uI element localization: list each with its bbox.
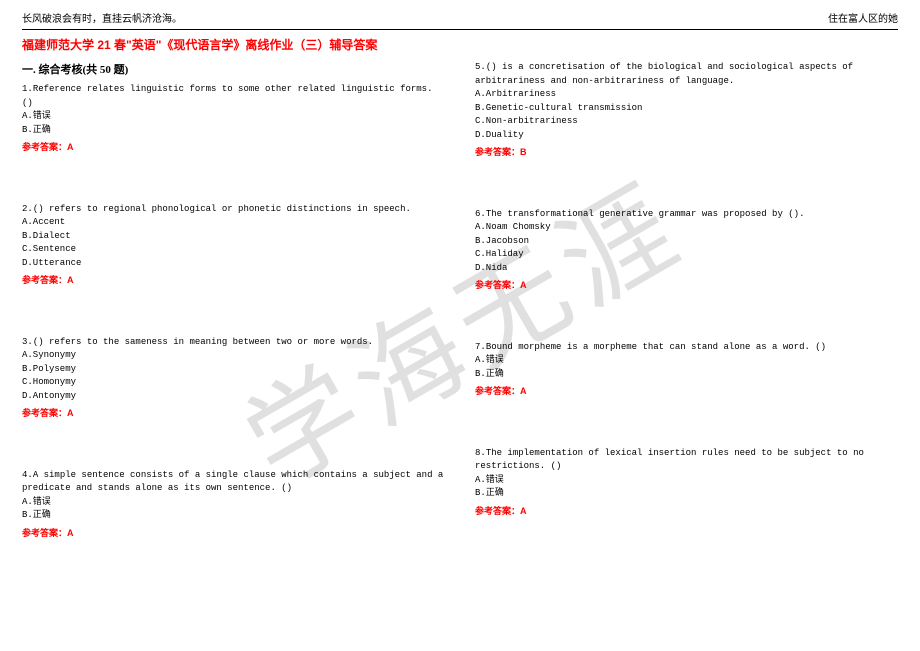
question-block: 3.() refers to the sameness in meaning b… bbox=[22, 336, 445, 421]
main-title: 福建师范大学 21 春"英语"《现代语言学》离线作业（三）辅导答案 bbox=[22, 36, 898, 53]
question-option: B.正确 bbox=[475, 368, 898, 382]
question-block: 1.Reference relates linguistic forms to … bbox=[22, 83, 445, 155]
page-content: 长风破浪会有时，直挂云帆济沧海。 住在富人区的她 福建师范大学 21 春"英语"… bbox=[0, 0, 920, 588]
answer-text: 参考答案：A bbox=[475, 279, 898, 293]
question-text: 7.Bound morpheme is a morpheme that can … bbox=[475, 341, 898, 355]
question-option: B.Jacobson bbox=[475, 235, 898, 249]
question-block: 6.The transformational generative gramma… bbox=[475, 208, 898, 293]
question-text: 6.The transformational generative gramma… bbox=[475, 208, 898, 222]
question-text: 1.Reference relates linguistic forms to … bbox=[22, 83, 445, 110]
question-block: 7.Bound morpheme is a morpheme that can … bbox=[475, 341, 898, 399]
question-option: B.Polysemy bbox=[22, 363, 445, 377]
question-block: 8.The implementation of lexical insertio… bbox=[475, 447, 898, 519]
question-option: D.Utterance bbox=[22, 257, 445, 271]
question-text: 2.() refers to regional phonological or … bbox=[22, 203, 445, 217]
answer-text: 参考答案：A bbox=[22, 527, 445, 541]
page-header: 长风破浪会有时，直挂云帆济沧海。 住在富人区的她 bbox=[22, 0, 898, 30]
question-option: B.Dialect bbox=[22, 230, 445, 244]
question-text: 5.() is a concretisation of the biologic… bbox=[475, 61, 898, 88]
answer-text: 参考答案：B bbox=[475, 146, 898, 160]
question-option: C.Homonymy bbox=[22, 376, 445, 390]
header-right-text: 住在富人区的她 bbox=[828, 10, 898, 25]
question-option: B.正确 bbox=[475, 487, 898, 501]
answer-text: 参考答案：A bbox=[22, 141, 445, 155]
right-column: 5.() is a concretisation of the biologic… bbox=[475, 61, 898, 588]
answer-text: 参考答案：A bbox=[22, 407, 445, 421]
section-title: 一. 综合考核(共 50 题) bbox=[22, 61, 445, 77]
question-text: 4.A simple sentence consists of a single… bbox=[22, 469, 445, 496]
question-text: 8.The implementation of lexical insertio… bbox=[475, 447, 898, 474]
question-option: A.Synonymy bbox=[22, 349, 445, 363]
question-option: D.Nida bbox=[475, 262, 898, 276]
question-block: 2.() refers to regional phonological or … bbox=[22, 203, 445, 288]
left-column: 一. 综合考核(共 50 题) 1.Reference relates ling… bbox=[22, 61, 445, 588]
question-option: B.正确 bbox=[22, 509, 445, 523]
question-option: B.正确 bbox=[22, 124, 445, 138]
question-option: D.Antonymy bbox=[22, 390, 445, 404]
question-option: C.Haliday bbox=[475, 248, 898, 262]
question-option: A.错误 bbox=[22, 496, 445, 510]
question-option: A.错误 bbox=[475, 354, 898, 368]
question-option: A.Arbitrariness bbox=[475, 88, 898, 102]
question-option: A.错误 bbox=[475, 474, 898, 488]
question-block: 4.A simple sentence consists of a single… bbox=[22, 469, 445, 541]
header-left-text: 长风破浪会有时，直挂云帆济沧海。 bbox=[22, 10, 182, 25]
answer-text: 参考答案：A bbox=[475, 385, 898, 399]
answer-text: 参考答案：A bbox=[22, 274, 445, 288]
answer-text: 参考答案：A bbox=[475, 505, 898, 519]
question-option: B.Genetic-cultural transmission bbox=[475, 102, 898, 116]
question-option: A.错误 bbox=[22, 110, 445, 124]
question-block: 5.() is a concretisation of the biologic… bbox=[475, 61, 898, 160]
question-option: D.Duality bbox=[475, 129, 898, 143]
question-option: A.Accent bbox=[22, 216, 445, 230]
columns-wrap: 一. 综合考核(共 50 题) 1.Reference relates ling… bbox=[22, 61, 898, 588]
question-text: 3.() refers to the sameness in meaning b… bbox=[22, 336, 445, 350]
question-option: A.Noam Chomsky bbox=[475, 221, 898, 235]
question-option: C.Sentence bbox=[22, 243, 445, 257]
question-option: C.Non-arbitrariness bbox=[475, 115, 898, 129]
